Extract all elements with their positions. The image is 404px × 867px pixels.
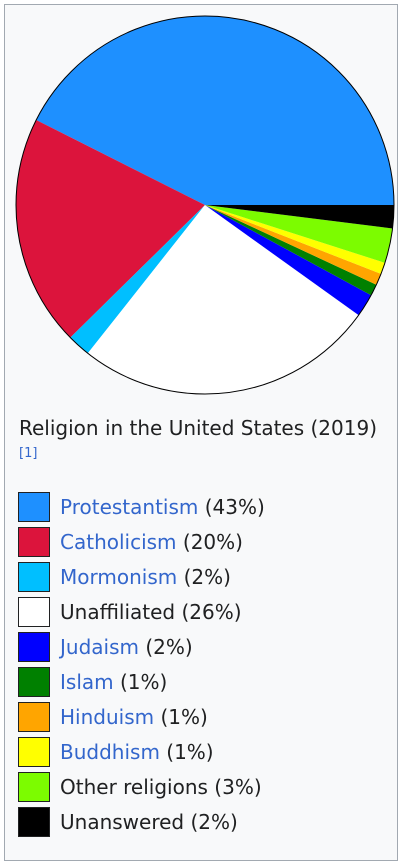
pie-slice-other-religions bbox=[205, 205, 393, 263]
legend-swatch bbox=[18, 736, 50, 767]
legend-percent: (2%) bbox=[138, 634, 193, 659]
legend-swatch bbox=[18, 561, 50, 592]
legend-percent: (20%) bbox=[176, 529, 243, 554]
pie-svg bbox=[15, 15, 395, 395]
legend-item-unanswered: Unanswered (2%) bbox=[18, 804, 388, 839]
pie-slice-buddhism bbox=[205, 205, 385, 274]
caption-title: Religion in the United States (2019) bbox=[19, 416, 377, 440]
legend-swatch bbox=[18, 666, 50, 697]
legend-label[interactable]: Hinduism bbox=[60, 704, 155, 729]
legend-swatch bbox=[18, 491, 50, 522]
legend-label[interactable]: Protestantism bbox=[60, 494, 199, 519]
pie-chart bbox=[14, 14, 396, 396]
legend-percent: (43%) bbox=[198, 494, 265, 519]
legend-swatch bbox=[18, 526, 50, 557]
infobox: Religion in the United States (2019)[1] … bbox=[4, 4, 398, 861]
legend-label[interactable]: Islam bbox=[60, 669, 114, 694]
legend-item-mormonism: Mormonism (2%) bbox=[18, 559, 388, 594]
legend-item-hinduism: Hinduism (1%) bbox=[18, 699, 388, 734]
legend-item-buddhism: Buddhism (1%) bbox=[18, 734, 388, 769]
legend-item-judaism: Judaism (2%) bbox=[18, 629, 388, 664]
legend: Protestantism (43%) Catholicism (20%) Morm… bbox=[18, 489, 388, 839]
reference-link[interactable]: [1] bbox=[19, 446, 38, 462]
legend-percent: (2%) bbox=[177, 564, 231, 589]
legend-percent: (26%) bbox=[175, 599, 242, 624]
legend-item-protestantism: Protestantism (43%) bbox=[18, 489, 388, 524]
pie-slice-mormonism bbox=[70, 205, 205, 354]
legend-item-catholicism: Catholicism (20%) bbox=[18, 524, 388, 559]
legend-label: Other religions bbox=[60, 774, 208, 799]
legend-swatch bbox=[18, 806, 50, 837]
legend-label[interactable]: Judaism bbox=[60, 634, 139, 659]
chart-caption: Religion in the United States (2019) [1] bbox=[19, 412, 389, 476]
legend-label: Unaffiliated bbox=[60, 599, 176, 624]
legend-label[interactable]: Buddhism bbox=[60, 739, 160, 764]
legend-percent: (3%) bbox=[207, 774, 262, 799]
pie-slice-judaism bbox=[205, 205, 372, 316]
legend-label[interactable]: Catholicism bbox=[60, 529, 177, 554]
legend-percent: (1%) bbox=[113, 669, 168, 694]
legend-percent: (2%) bbox=[184, 809, 238, 834]
legend-percent: (1%) bbox=[154, 704, 208, 729]
legend-swatch bbox=[18, 701, 50, 732]
legend-swatch bbox=[18, 596, 50, 627]
pie-slice-unanswered bbox=[205, 205, 394, 229]
legend-item-unaffiliated: Unaffiliated (26%) bbox=[18, 594, 388, 629]
legend-item-islam: Islam (1%) bbox=[18, 664, 388, 699]
pie-slice-protestantism bbox=[36, 15, 394, 205]
legend-label[interactable]: Mormonism bbox=[60, 564, 178, 589]
pie-slice-islam bbox=[205, 205, 377, 296]
pie-outline bbox=[15, 15, 395, 395]
legend-item-other-religions: Other religions (3%) bbox=[18, 769, 388, 804]
legend-label: Unanswered bbox=[60, 809, 185, 834]
legend-percent: (1%) bbox=[159, 739, 214, 764]
pie-slice-catholicism bbox=[15, 119, 206, 338]
legend-swatch bbox=[18, 631, 50, 662]
pie-slice-unaffiliated bbox=[87, 205, 359, 394]
pie-slice-hinduism bbox=[205, 205, 381, 285]
legend-swatch bbox=[18, 771, 50, 802]
